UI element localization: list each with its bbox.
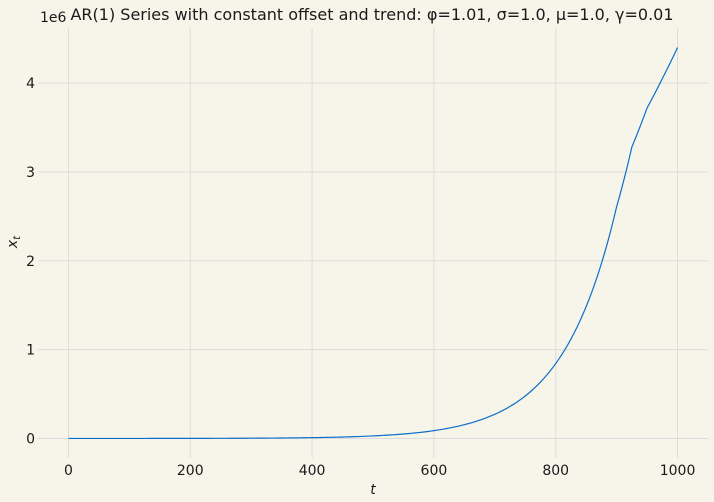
y-tick-label: 0 <box>26 431 35 447</box>
x-tick-label: 1000 <box>660 463 696 479</box>
y-offset-label: 1e6 <box>40 10 67 26</box>
x-tick-label: 0 <box>64 463 73 479</box>
x-tick-label: 800 <box>542 463 569 479</box>
x-tick-label: 600 <box>421 463 448 479</box>
y-tick-label: 3 <box>26 165 35 181</box>
tick-labels: 0 200 400 600 800 1000 0 1 2 3 4 <box>26 76 695 479</box>
y-tick-label: 1 <box>26 343 35 359</box>
y-axis-label-base: x <box>5 239 21 249</box>
series-line <box>68 47 679 440</box>
y-tick-label: 2 <box>26 254 35 270</box>
y-axis-label-subscript: t <box>12 235 23 240</box>
chart-title: AR(1) Series with constant offset and tr… <box>70 5 673 24</box>
x-tick-label: 400 <box>299 463 326 479</box>
x-axis-label: t <box>370 482 376 498</box>
y-axis-label: xt <box>5 235 23 249</box>
x-tick-label: 200 <box>177 463 204 479</box>
series-layer <box>68 47 679 440</box>
y-tick-label: 4 <box>26 76 35 92</box>
